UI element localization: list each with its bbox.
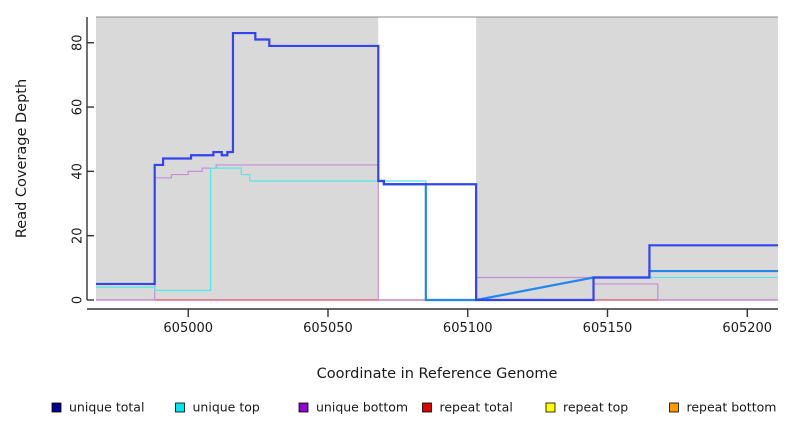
panel-region-0 <box>96 17 379 300</box>
legend-swatch-repeat-top <box>545 402 556 413</box>
legend-swatch-unique-top <box>175 402 185 413</box>
x-axis-tick-label-4: 605200 <box>722 321 772 336</box>
legend-label-unique-total: unique total <box>69 400 144 415</box>
legend-label-unique-bottom: unique bottom <box>316 400 408 415</box>
panel-region-1 <box>378 17 477 300</box>
y-axis-tick-label-4: 80 <box>71 34 86 51</box>
series-line-unique-total <box>96 31 778 302</box>
y-axis-title: Read Coverage Depth <box>14 79 30 238</box>
panel-region-2 <box>476 17 778 300</box>
x-axis-title: Coordinate in Reference Genome <box>317 366 558 382</box>
y-axis-tick-label-1: 20 <box>71 227 86 244</box>
legend-swatch-unique-total <box>51 402 62 413</box>
legend-swatch-repeat-total <box>422 402 432 413</box>
x-axis-tick-label-0: 605000 <box>163 321 213 336</box>
x-axis-tick-label-2: 605100 <box>443 321 493 336</box>
x-axis-tick-label-1: 605050 <box>303 321 353 336</box>
legend-label-unique-top: unique top <box>193 400 260 415</box>
legend-swatch-repeat-bottom <box>669 402 679 413</box>
x-axis-tick-label-3: 605150 <box>583 321 633 336</box>
legend-label-repeat-total: repeat total <box>440 400 513 415</box>
y-axis-tick-label-0: 0 <box>71 296 86 304</box>
y-axis-tick-label-3: 60 <box>71 99 86 116</box>
y-axis-tick-label-2: 40 <box>71 163 86 180</box>
legend-label-repeat-bottom: repeat bottom <box>687 400 777 415</box>
legend-label-repeat-top: repeat top <box>563 400 628 415</box>
legend-swatch-unique-bottom <box>298 402 309 413</box>
